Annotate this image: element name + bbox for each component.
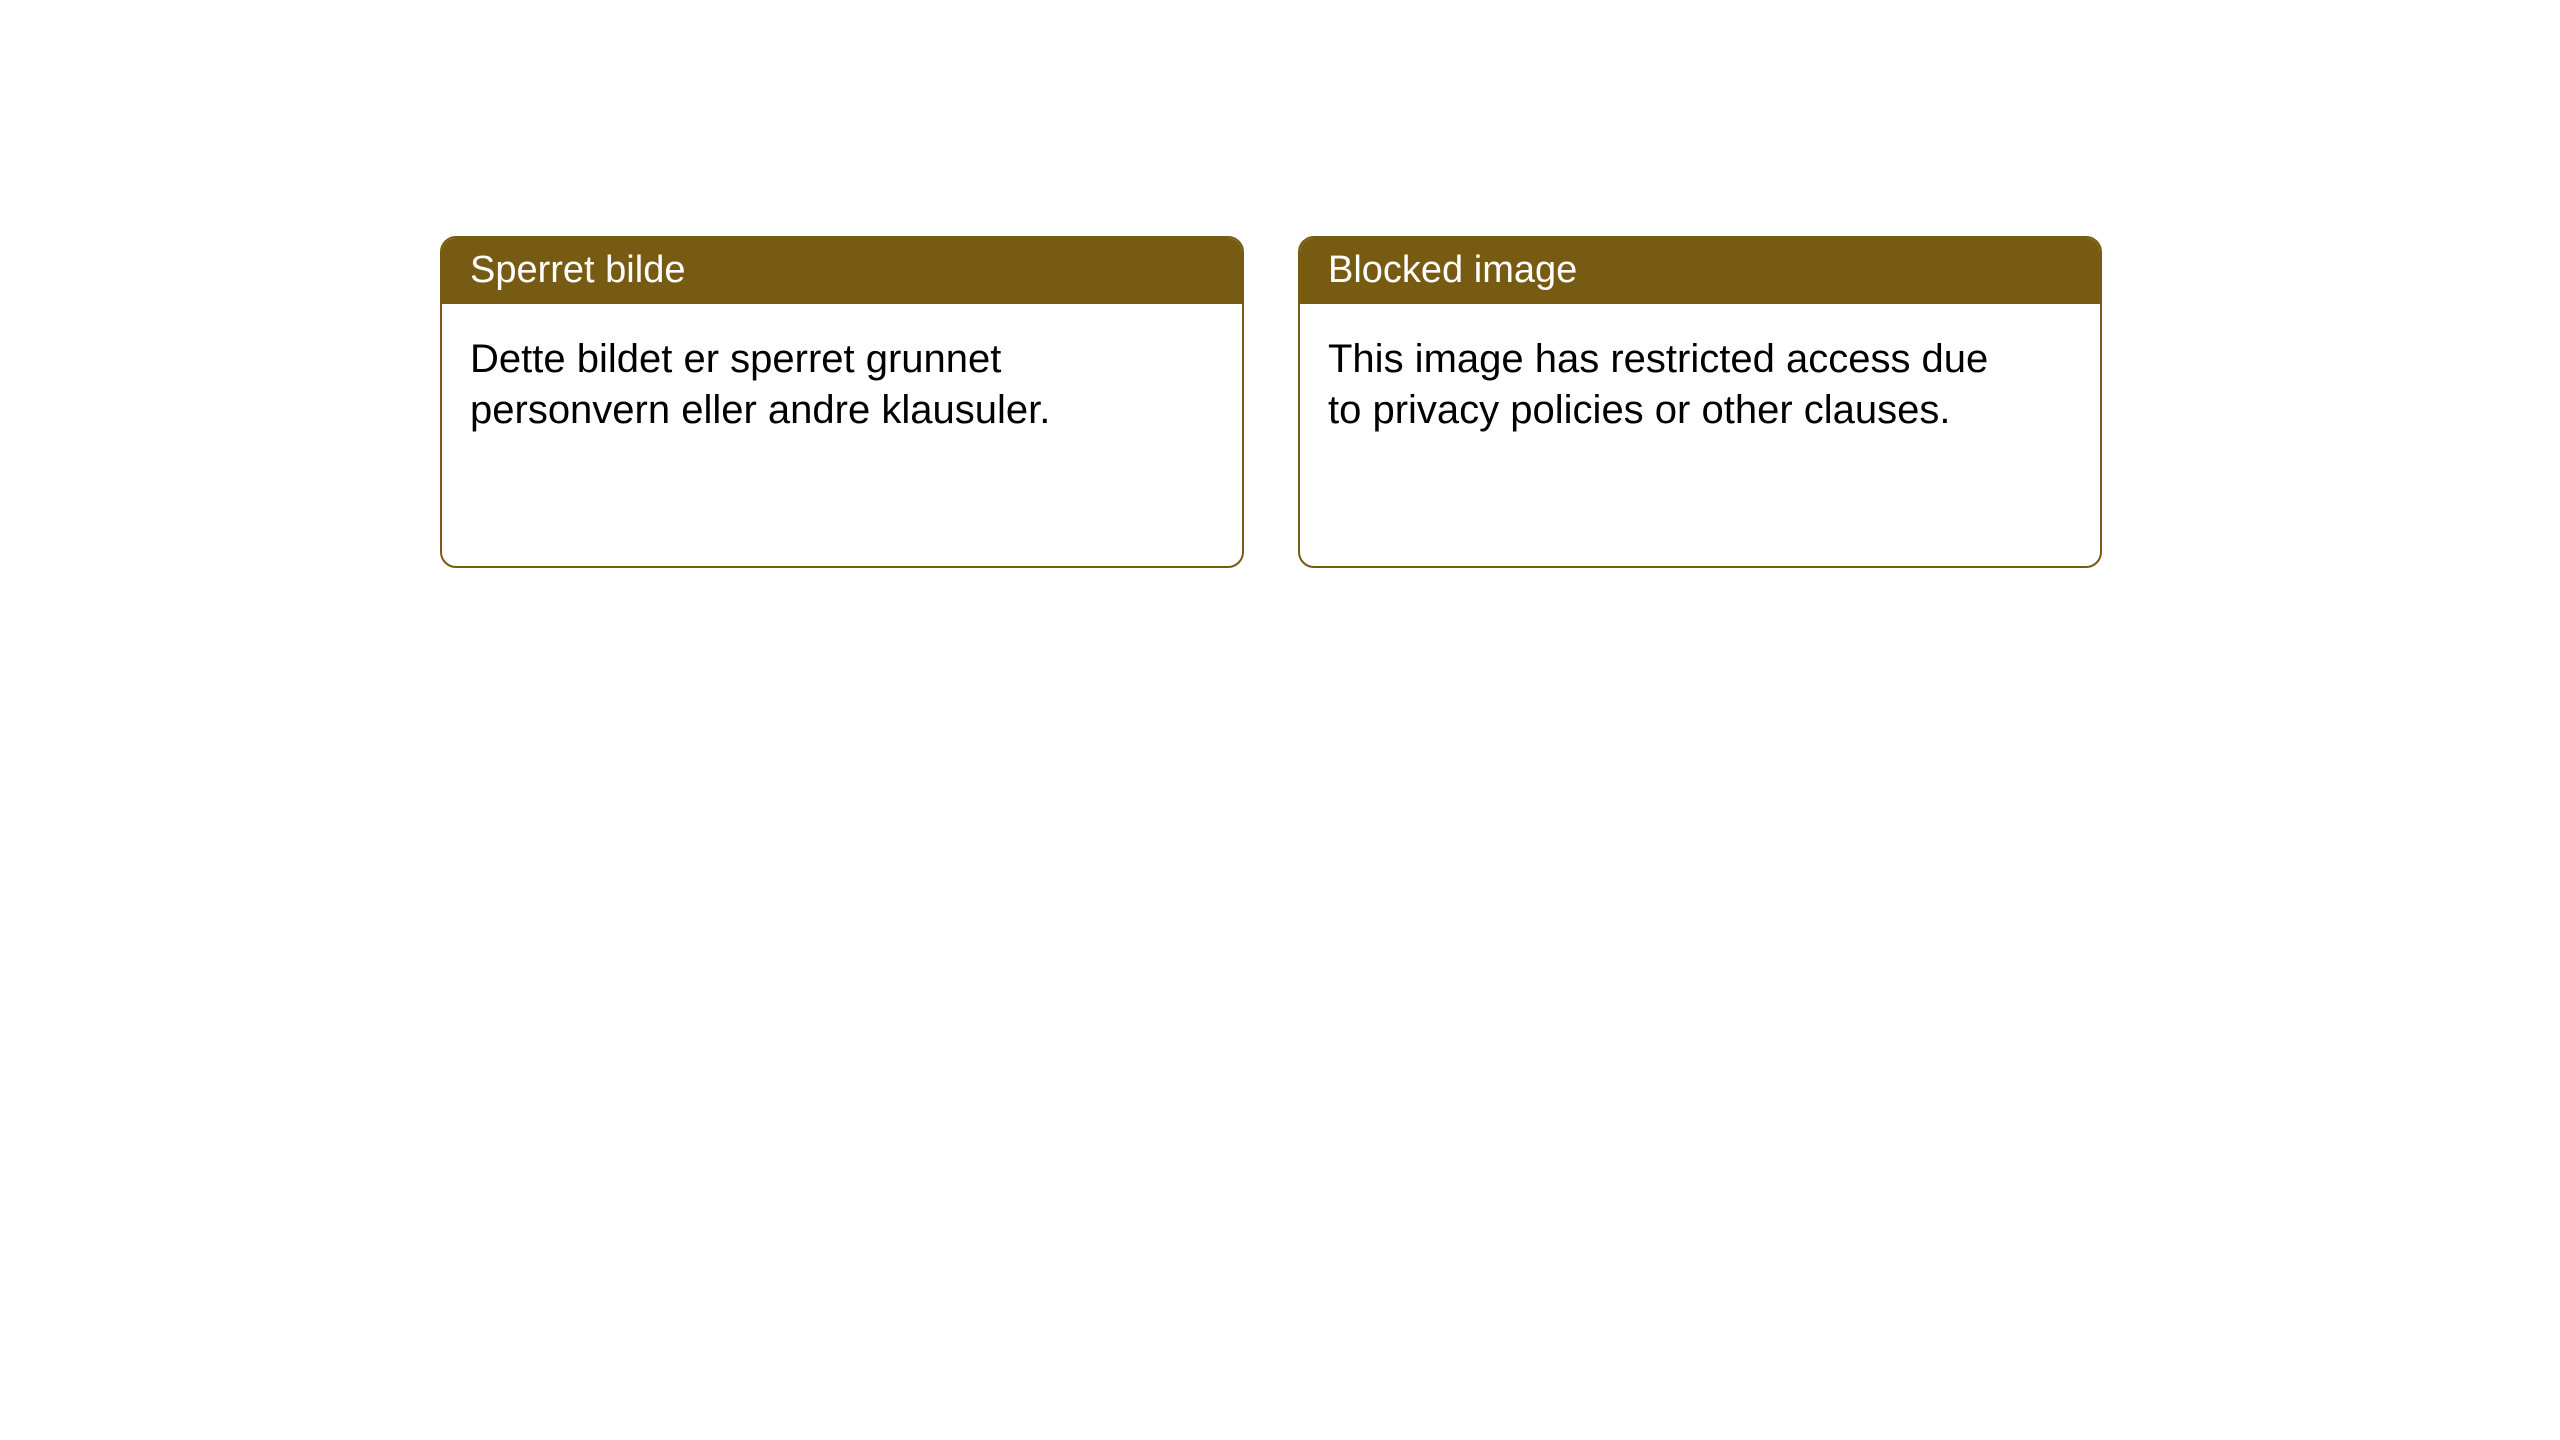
notice-cards-container: Sperret bilde Dette bildet er sperret gr… (0, 0, 2560, 568)
notice-card-norwegian: Sperret bilde Dette bildet er sperret gr… (440, 236, 1244, 568)
card-header: Blocked image (1300, 238, 2100, 304)
card-body: Dette bildet er sperret grunnet personve… (442, 304, 1162, 466)
card-header: Sperret bilde (442, 238, 1242, 304)
notice-card-english: Blocked image This image has restricted … (1298, 236, 2102, 568)
card-body: This image has restricted access due to … (1300, 304, 2020, 466)
